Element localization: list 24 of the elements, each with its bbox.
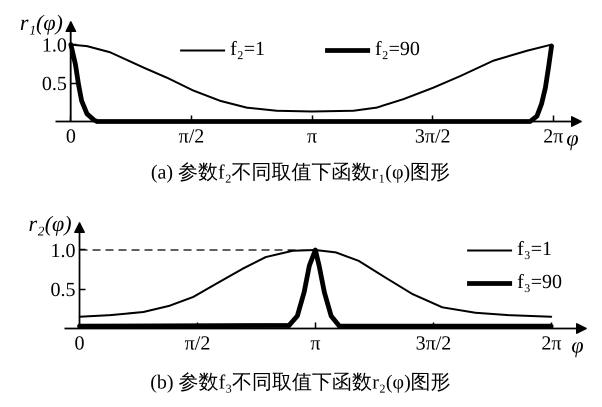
y-tick-label: 0.5	[50, 279, 76, 302]
x-tick-label: 0	[74, 332, 85, 354]
x-tick-label: π	[310, 332, 321, 354]
x-axis-title: φ	[566, 126, 579, 150]
y-tick-label: 1.0	[42, 34, 67, 57]
x-tick-label: π/2	[178, 126, 204, 148]
x-tick-label: 2π	[543, 126, 564, 148]
legend-label: f₂=1	[230, 38, 265, 61]
y-tick-label: 0.5	[42, 73, 67, 96]
x-tick-label: π/2	[184, 332, 210, 354]
y-axis-title: r₁(φ)	[20, 10, 63, 35]
x-tick-label: 0	[66, 126, 76, 148]
y-axis-title: r₂(φ)	[28, 211, 72, 236]
x-axis-title: φ	[571, 332, 584, 358]
legend-label: f₃=1	[517, 238, 552, 261]
text: (b) 参数f₃不同取值下函数r₂(φ)图形	[150, 372, 451, 394]
y-tick-label: 1.0	[50, 240, 76, 262]
legend-label: f₃=90	[517, 271, 562, 294]
x-tick-label: π	[307, 126, 318, 148]
x-tick-label: 3π/2	[416, 332, 452, 354]
legend-label: f₂=90	[375, 38, 420, 61]
x-tick-label: 3π/2	[414, 126, 451, 148]
x-tick-label: 2π	[541, 332, 562, 354]
text: (a) 参数f₂不同取值下函数r₁(φ)图形	[150, 162, 450, 184]
